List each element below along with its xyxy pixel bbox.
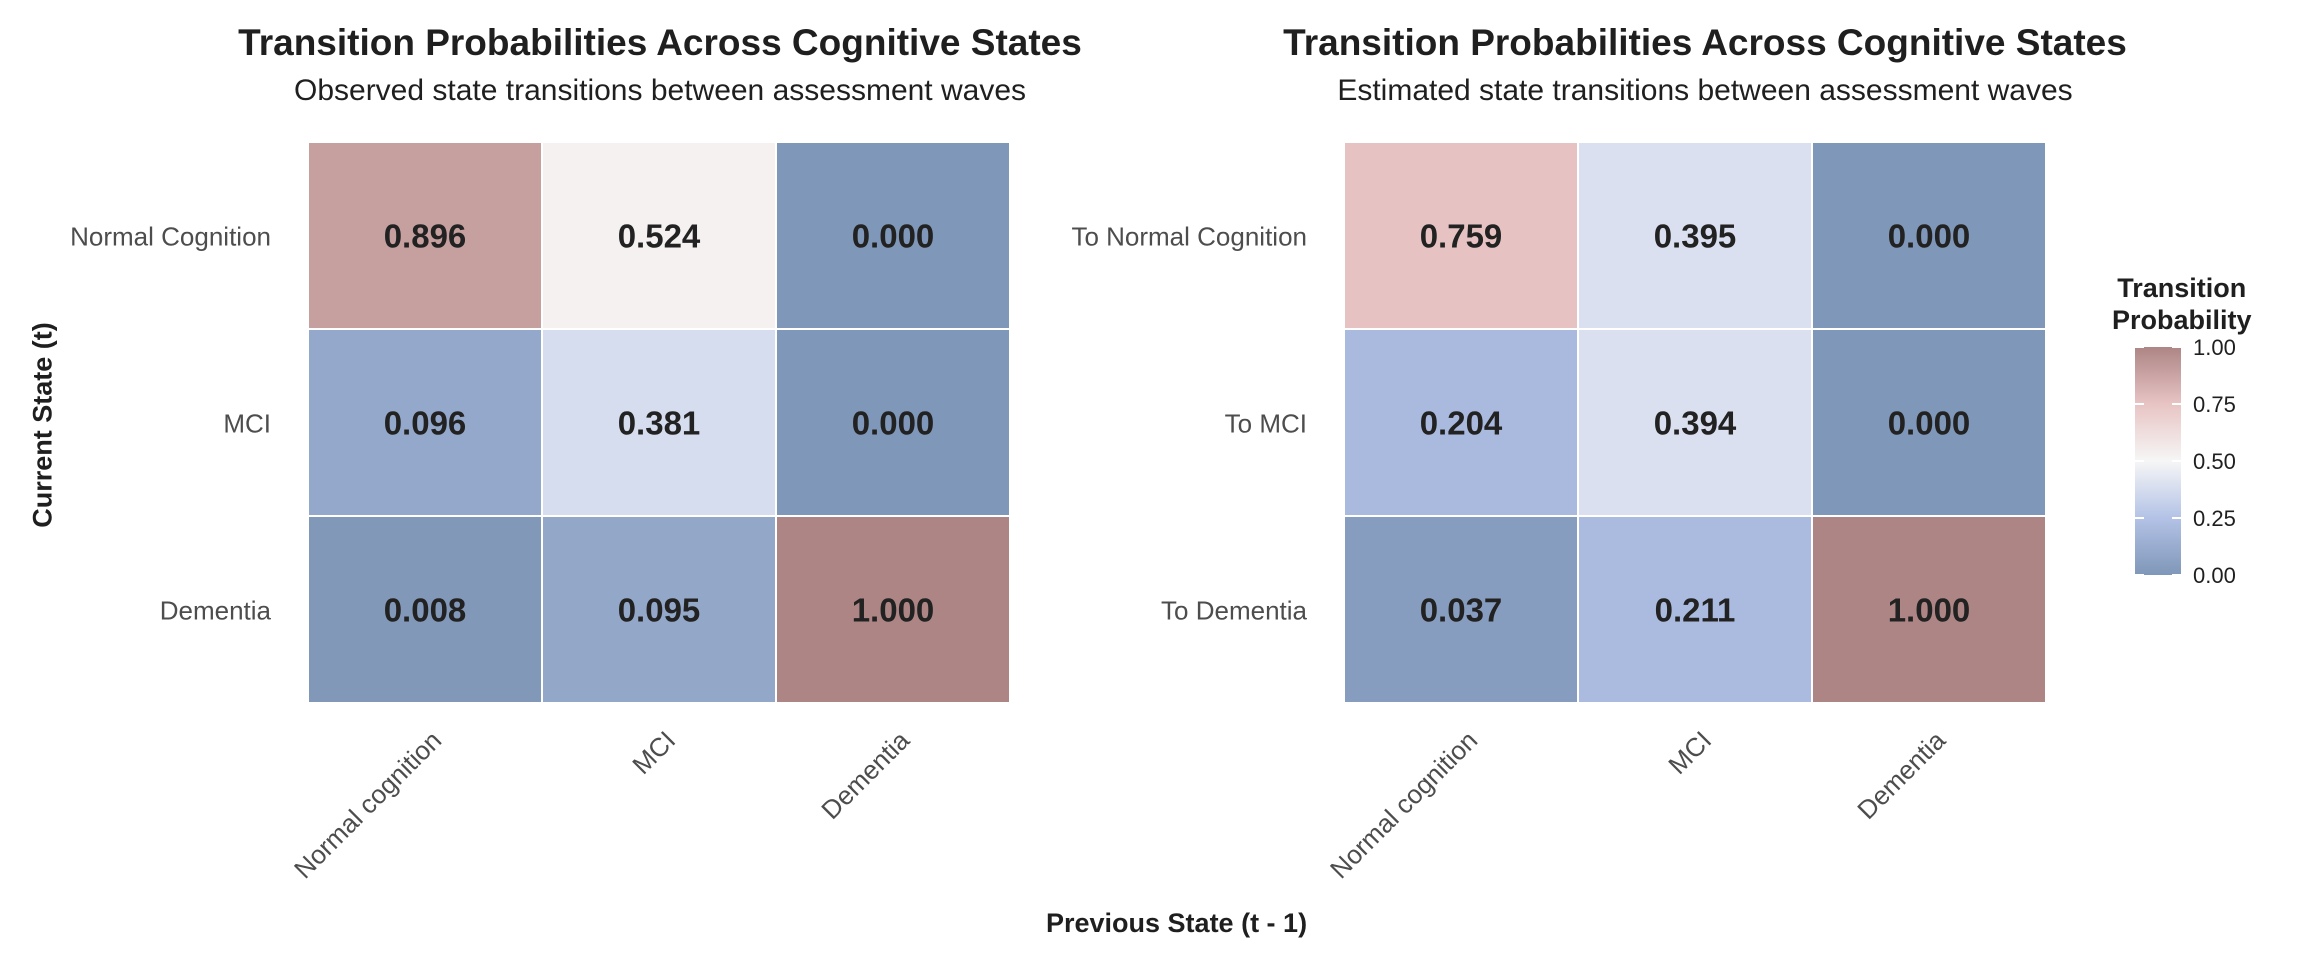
heatmap-cell-left-r2-c1 (541, 515, 777, 704)
x-tick-label-right-2: Dementia (1851, 725, 1951, 825)
legend-tick-label-4: 0.00 (2193, 563, 2236, 588)
heatmap-cell-left-r2-c2 (775, 515, 1011, 704)
heatmap-cell-right-r0-c2 (1811, 141, 2047, 330)
cell-value-label-left-r1-c1: 0.381 (618, 405, 701, 442)
cell-value-label-left-r0-c2: 0.000 (852, 218, 935, 255)
x-axis-title: Previous State (t - 1) (1046, 908, 1308, 938)
cell-value-label-right-r0-c1: 0.395 (1654, 218, 1737, 255)
y-tick-label-left-2: Dementia (160, 596, 272, 626)
chart-subtitle-left: Observed state transitions between asses… (293, 74, 1027, 107)
cell-value-label-right-r2-c1: 0.211 (1655, 592, 1736, 629)
chart-title-left: Transition Probabilities Across Cognitiv… (238, 22, 1082, 63)
cell-value-label-left-r0-c1: 0.524 (618, 218, 701, 255)
heatmap-cell-right-r2-c1 (1577, 515, 1813, 704)
chart-subtitle-right: Estimated state transitions between asse… (1337, 74, 2073, 107)
legend-title-line2: Probability (2112, 305, 2252, 335)
legend-title-line1: Transition (2117, 273, 2247, 303)
cell-value-label-right-r1-c2: 0.000 (1888, 405, 1971, 442)
cell-value-label-left-r2-c2: 1.000 (852, 592, 935, 629)
heatmap-cell-left-r1-c0 (307, 328, 543, 517)
legend-tick-label-3: 0.25 (2193, 506, 2236, 531)
heatmap-cell-right-r2-c0 (1343, 515, 1579, 704)
cell-value-label-right-r1-c0: 0.204 (1420, 405, 1503, 442)
heatmap-cell-left-r0-c2 (775, 141, 1011, 330)
y-tick-label-right-2: To Dementia (1161, 596, 1307, 626)
x-tick-label-left-2: Dementia (815, 725, 915, 825)
chart-title-right: Transition Probabilities Across Cognitiv… (1283, 22, 2127, 63)
cell-value-label-right-r0-c2: 0.000 (1888, 218, 1971, 255)
y-tick-label-right-1: To MCI (1225, 409, 1307, 439)
cell-value-label-left-r2-c1: 0.095 (618, 592, 701, 629)
cell-value-label-right-r1-c1: 0.394 (1654, 405, 1737, 442)
cell-value-label-left-r1-c0: 0.096 (384, 405, 467, 442)
heatmap-right: 0.759 0.395 0.000 0.204 0.394 0.000 0.037 0.211… (1071, 141, 2047, 884)
cell-value-label-left-r1-c2: 0.000 (852, 405, 935, 442)
heatmap-cell-right-r1-c2 (1811, 328, 2047, 517)
cell-value-label-right-r0-c0: 0.759 (1420, 218, 1503, 255)
y-tick-label-left-1: MCI (223, 409, 271, 439)
legend-tick-label-2: 0.50 (2193, 449, 2236, 474)
cell-value-label-right-r2-c0: 0.037 (1420, 592, 1503, 629)
cell-value-label-right-r2-c2: 1.000 (1888, 592, 1971, 629)
color-legend: 1.00 0.75 0.50 0.25 0.00 (2135, 335, 2236, 588)
y-tick-label-right-0: To Normal Cognition (1071, 222, 1307, 252)
heatmap-cell-right-r2-c2 (1811, 515, 2047, 704)
cell-value-label-left-r2-c0: 0.008 (384, 592, 467, 629)
legend-tick-label-1: 0.75 (2193, 392, 2236, 417)
heatmap-cell-left-r1-c1 (541, 328, 777, 517)
x-tick-label-right-1: MCI (1662, 725, 1717, 780)
cell-value-label-left-r0-c0: 0.896 (384, 218, 467, 255)
heatmap-cell-right-r0-c1 (1577, 141, 1813, 330)
heatmap-cell-right-r1-c1 (1577, 328, 1813, 517)
x-tick-label-right-0: Normal cognition (1324, 725, 1483, 884)
y-tick-label-left-0: Normal Cognition (70, 222, 271, 252)
x-tick-label-left-1: MCI (626, 725, 681, 780)
heatmap-left: 0.896 0.524 0.000 0.096 0.381 0.000 0.008 0.095… (70, 141, 1011, 884)
heatmap-cell-right-r1-c0 (1343, 328, 1579, 517)
x-tick-label-left-0: Normal cognition (288, 725, 447, 884)
legend-tick-label-0: 1.00 (2193, 335, 2236, 360)
heatmap-cell-right-r0-c0 (1343, 141, 1579, 330)
legend-title: Transition Probability (2112, 272, 2252, 336)
